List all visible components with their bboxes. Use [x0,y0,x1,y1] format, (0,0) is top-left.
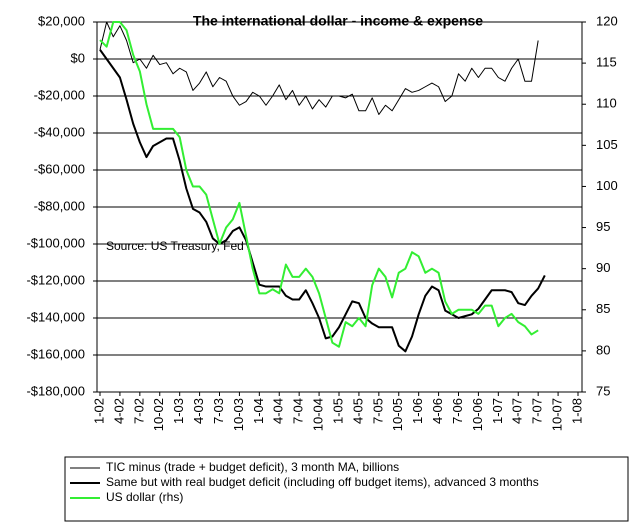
legend-label: US dollar (rhs) [106,490,183,504]
x-tick-label: 1-07 [490,398,505,424]
x-tick-label: 1-03 [171,398,186,424]
x-tick-label: 7-04 [291,398,306,424]
legend-label: TIC minus (trade + budget deficit), 3 mo… [106,460,399,474]
x-tick-label: 7-02 [131,398,146,424]
series-line [99,49,546,353]
x-tick-label: 4-07 [510,398,525,424]
y2-tick-label: 120 [596,13,618,28]
y2-tick-label: 100 [596,178,618,193]
y2-tick-label: 75 [596,383,610,398]
x-tick-label: 10-03 [231,398,246,431]
x-tick-label: 10-04 [311,398,326,431]
y2-tick-label: 80 [596,342,610,357]
y2-tick-label: 85 [596,301,610,316]
x-tick-label: 7-05 [370,398,385,424]
x-tick-label: 1-04 [251,398,266,424]
y2-tick-label: 95 [596,219,610,234]
x-tick-label: 4-03 [191,398,206,424]
y-tick-label: $0 [71,50,85,65]
x-tick-label: 1-08 [569,398,584,424]
chart-title: The international dollar - income & expe… [193,13,483,29]
y-tick-label: $20,000 [38,13,85,28]
y2-tick-label: 115 [596,55,617,70]
y2-tick-label: 110 [596,96,617,111]
y-tick-label: -$60,000 [34,161,85,176]
x-tick-label: 7-06 [450,398,465,424]
series-line [99,21,539,348]
x-tick-label: 1-06 [410,398,425,424]
y-tick-label: -$120,000 [26,272,85,287]
x-tick-label: 1-02 [91,398,106,424]
y2-tick-label: 105 [596,137,618,152]
y-tick-label: -$100,000 [26,235,85,250]
y-tick-label: -$140,000 [26,309,85,324]
y-tick-label: -$20,000 [34,87,85,102]
series-line [99,21,539,115]
y2-tick-label: 90 [596,260,610,275]
legend-box [64,456,629,522]
y-tick-label: -$40,000 [34,124,85,139]
x-tick-label: 4-02 [111,398,126,424]
x-tick-label: 7-07 [530,398,545,424]
annotation: Source: US Treasury, Fed [106,239,244,253]
y-tick-label: -$160,000 [26,346,85,361]
x-tick-label: 1-05 [330,398,345,424]
x-tick-label: 4-05 [350,398,365,424]
x-tick-label: 10-06 [470,398,485,431]
x-tick-label: 10-05 [390,398,405,431]
x-tick-label: 7-03 [211,398,226,424]
y-tick-label: -$180,000 [26,383,85,398]
legend-label: Same but with real budget deficit (inclu… [106,475,539,489]
x-tick-label: 4-06 [430,398,445,424]
x-tick-label: 4-04 [271,398,286,424]
x-tick-label: 10-02 [151,398,166,431]
y-tick-label: -$80,000 [34,198,85,213]
x-tick-label: 10-07 [550,398,565,431]
